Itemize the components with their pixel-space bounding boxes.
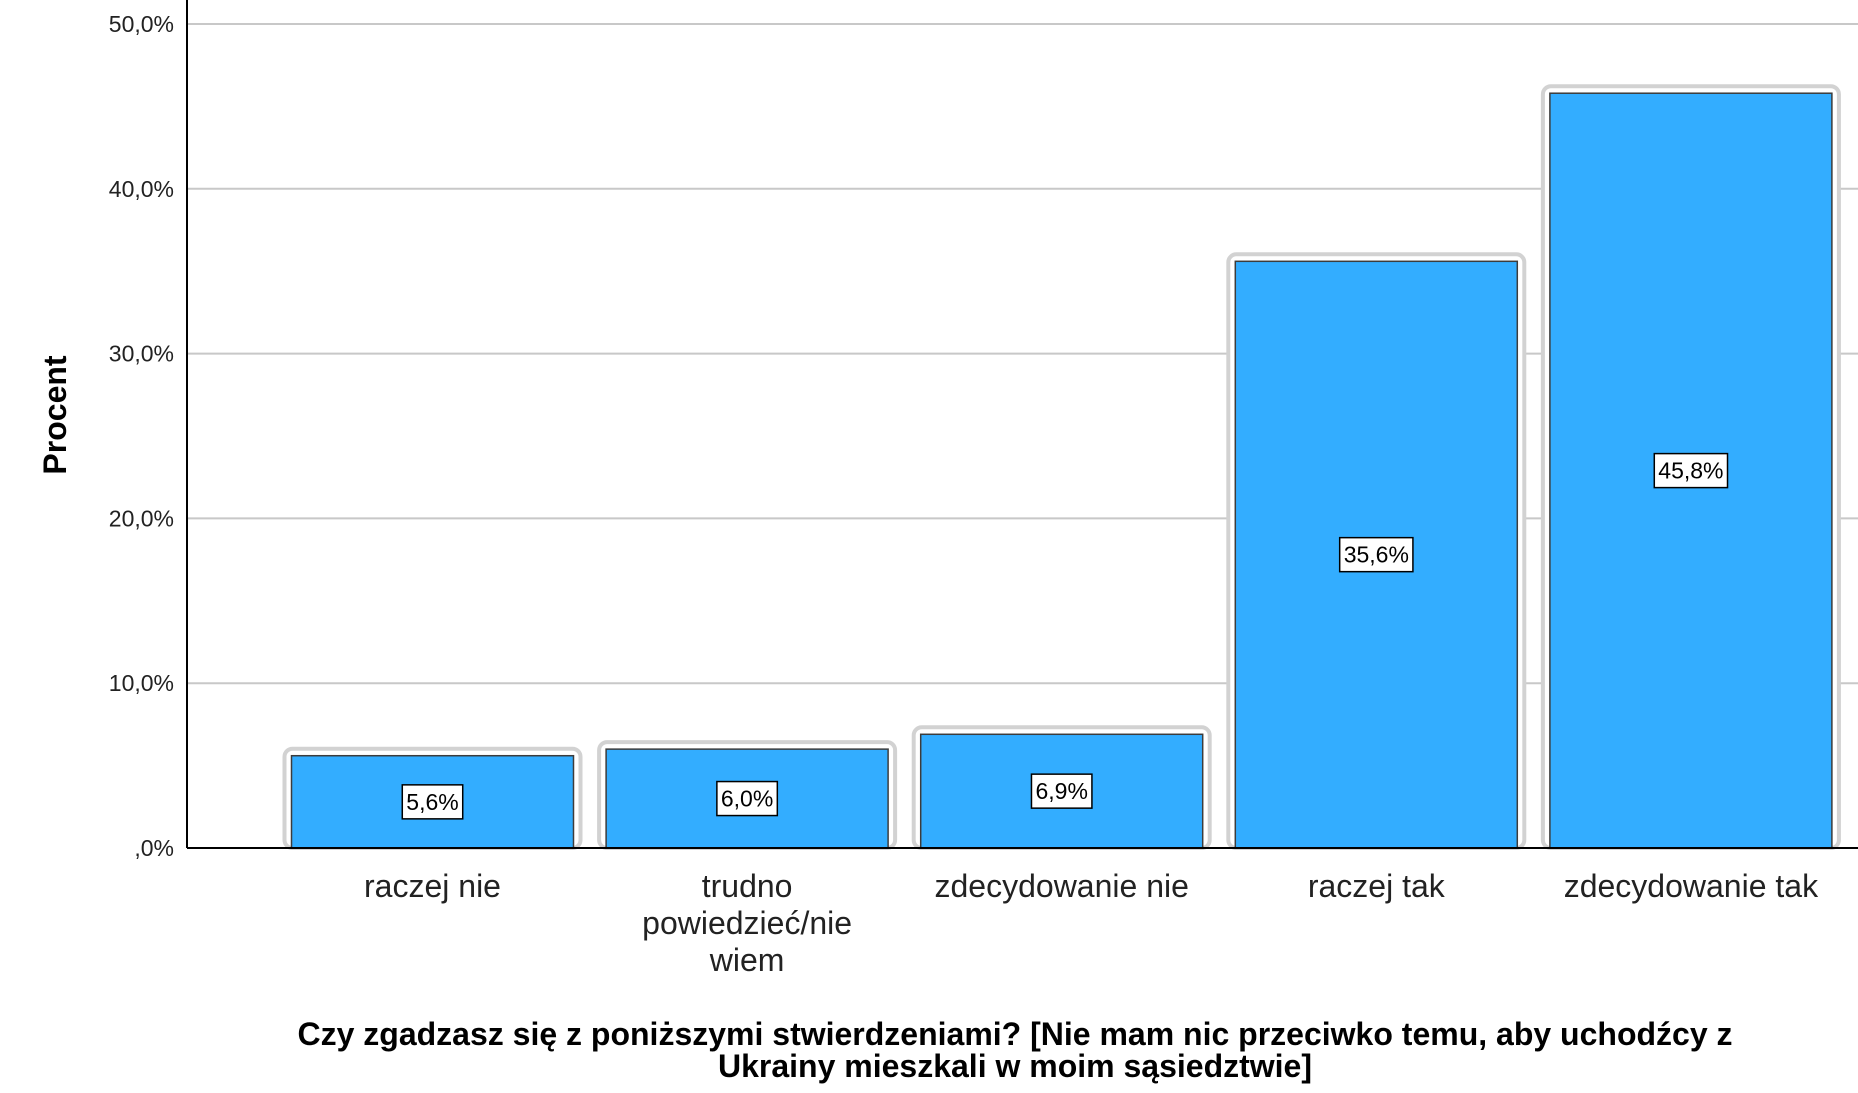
x-category-label-4-0: zdecydowanie tak bbox=[1564, 868, 1819, 904]
data-label-1: 6,0% bbox=[716, 780, 779, 817]
x-category-label-0-0: raczej nie bbox=[364, 868, 501, 904]
data-label-3: 35,6% bbox=[1338, 536, 1414, 573]
x-category-label-1-0: trudno bbox=[702, 868, 793, 904]
x-axis-title-line-1: Czy zgadzasz się z poniższymi stwierdzen… bbox=[297, 1016, 1732, 1052]
y-tick-label-1: 10,0% bbox=[109, 670, 174, 696]
x-axis-title-line-2: Ukrainy mieszkali w moim sąsiedztwie] bbox=[718, 1048, 1312, 1084]
data-label-text-0: 5,6% bbox=[406, 789, 458, 815]
x-category-label-2-0: zdecydowanie nie bbox=[935, 868, 1189, 904]
data-label-text-1: 6,0% bbox=[721, 786, 773, 812]
data-label-text-4: 45,8% bbox=[1658, 458, 1723, 484]
data-label-2: 6,9% bbox=[1030, 773, 1093, 809]
x-category-label-1-1: powiedzieć/nie bbox=[642, 905, 852, 941]
data-labels: 5,6% 6,0% 6,9% 35,6% 45,8% bbox=[401, 452, 1729, 820]
y-axis-title: Procent bbox=[37, 355, 73, 474]
data-label-box-2 bbox=[1030, 773, 1093, 809]
data-label-box-0 bbox=[401, 784, 464, 820]
axes bbox=[186, 0, 1858, 849]
data-label-box-3 bbox=[1338, 536, 1414, 573]
y-tick-label-2: 20,0% bbox=[109, 505, 174, 531]
y-tick-label-0: ,0% bbox=[134, 835, 174, 861]
y-tick-label-5: 50,0% bbox=[109, 11, 174, 37]
data-label-text-2: 6,9% bbox=[1035, 778, 1087, 804]
y-tick-labels: ,0% 10,0% 20,0% 30,0% 40,0% 50,0% bbox=[109, 11, 174, 861]
x-category-label-1-2: wiem bbox=[709, 942, 785, 978]
x-category-label-3-0: raczej tak bbox=[1308, 868, 1446, 904]
data-label-box-1 bbox=[716, 780, 779, 817]
y-tick-label-4: 40,0% bbox=[109, 176, 174, 202]
y-tick-label-3: 30,0% bbox=[109, 341, 174, 367]
data-label-text-3: 35,6% bbox=[1344, 542, 1409, 568]
data-label-4: 45,8% bbox=[1653, 452, 1729, 489]
bars bbox=[282, 84, 1841, 851]
data-label-0: 5,6% bbox=[401, 784, 464, 820]
data-label-box-4 bbox=[1653, 452, 1729, 489]
